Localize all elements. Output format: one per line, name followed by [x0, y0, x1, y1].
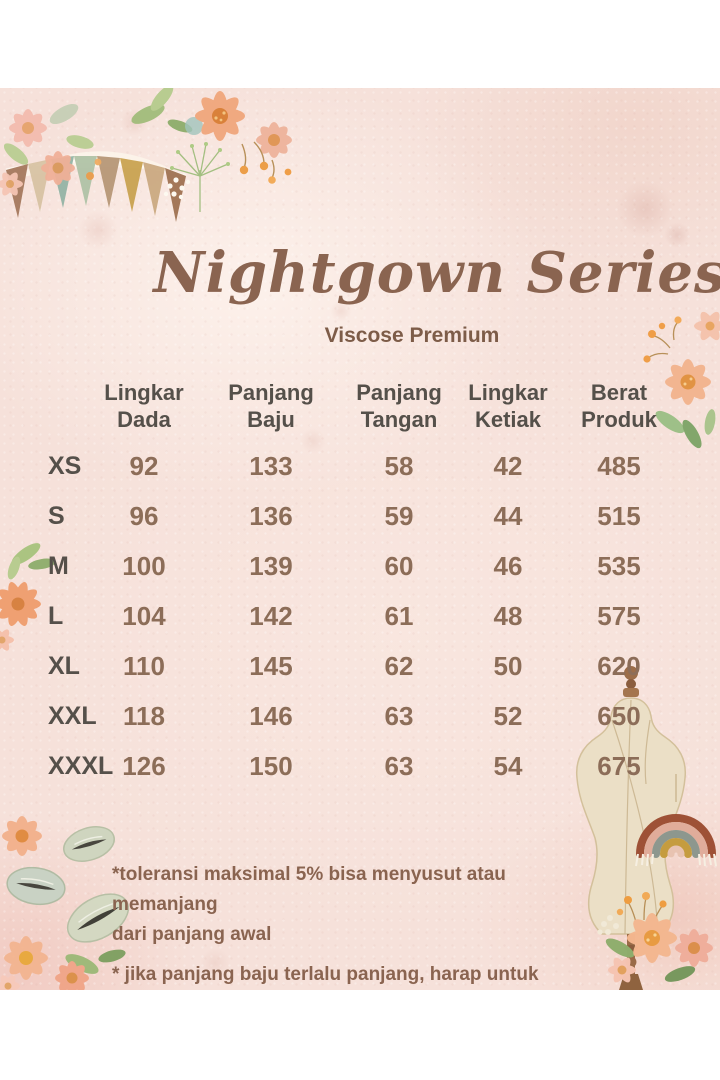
page-title: Nightgown Series [153, 240, 720, 306]
stain-blob [78, 210, 118, 250]
table-row: XS 92 133 58 42 485 [40, 441, 664, 491]
subtitle: Viscose Premium [324, 324, 500, 347]
table-cell: 118 [123, 700, 165, 731]
table-cell: 46 [493, 550, 523, 581]
column-header: Berat Produk [581, 379, 657, 433]
size-label: XXL [48, 701, 97, 730]
stain-blob [120, 108, 148, 136]
table-row: XXXL 126 150 63 54 675 [40, 741, 664, 791]
table-cell: 100 [122, 550, 166, 581]
table-cell: 52 [493, 700, 523, 731]
table-cell: 48 [493, 600, 523, 631]
table-cell: 92 [129, 450, 159, 481]
column-header: Panjang Tangan [356, 379, 442, 433]
footnote-line: * jika panjang baju terlalu panjang, har… [112, 964, 539, 985]
table-cell: 60 [384, 550, 414, 581]
column-header: Panjang Baju [228, 379, 314, 433]
table-row: L 104 142 61 48 575 [40, 591, 664, 641]
stain-blob [598, 840, 720, 990]
table-cell: 44 [493, 500, 523, 531]
table-cell: 485 [597, 450, 641, 481]
table-cell: 136 [249, 500, 293, 531]
table-header-row: Lingkar Dada Panjang Baju Panjang Tangan… [40, 371, 664, 441]
column-header: Lingkar Dada [104, 379, 184, 433]
table-cell: 650 [597, 700, 641, 731]
table-cell: 104 [122, 600, 166, 631]
table-cell: 575 [597, 600, 641, 631]
table-cell: 515 [597, 500, 641, 531]
table-cell: 133 [249, 450, 293, 481]
size-label: S [48, 501, 65, 530]
size-table: Lingkar Dada Panjang Baju Panjang Tangan… [40, 371, 664, 791]
flower-cluster-top-left-icon [0, 103, 102, 196]
table-cell: 58 [384, 450, 414, 481]
table-cell: 54 [493, 750, 523, 781]
table-cell: 50 [493, 650, 523, 681]
stain-blob [616, 180, 674, 238]
table-cell: 61 [384, 600, 414, 631]
size-label: XL [48, 651, 80, 680]
table-cell: 63 [384, 750, 414, 781]
table-cell: 42 [493, 450, 523, 481]
table-cell: 63 [384, 700, 414, 731]
footnote-line: dari panjang awal [112, 924, 272, 945]
table-cell: 59 [384, 500, 414, 531]
size-label: XS [48, 451, 82, 480]
table-cell: 139 [249, 550, 293, 581]
table-cell: 145 [249, 650, 293, 681]
table-row: XL 110 145 62 50 620 [40, 641, 664, 691]
size-label: XXXL [48, 751, 114, 780]
table-cell: 142 [249, 600, 293, 631]
footnote-line: *toleransi maksimal 5% bisa menyusut ata… [112, 864, 506, 915]
table-cell: 146 [249, 700, 293, 731]
table-row: M 100 139 60 46 535 [40, 541, 664, 591]
column-header: Lingkar Ketiak [468, 379, 548, 433]
footnotes: *toleransi maksimal 5% bisa menyusut ata… [112, 860, 612, 990]
table-cell: 535 [597, 550, 641, 581]
table-cell: 150 [249, 750, 293, 781]
flower-cluster-top-icon [131, 88, 292, 184]
table-cell: 96 [129, 500, 159, 531]
table-cell: 126 [122, 750, 166, 781]
size-label: L [48, 601, 64, 630]
table-row: XXL 118 146 63 52 650 [40, 691, 664, 741]
bunting-flags-icon [5, 151, 187, 222]
watercolor-card: Nightgown Series Viscose Premium Lingkar… [0, 88, 720, 990]
table-row: S 96 136 59 44 515 [40, 491, 664, 541]
table-cell: 620 [597, 650, 641, 681]
table-cell: 62 [384, 650, 414, 681]
table-cell: 110 [123, 650, 165, 681]
size-label: M [48, 551, 69, 580]
table-cell: 675 [597, 750, 641, 781]
dill-sprig-icon [163, 142, 230, 212]
